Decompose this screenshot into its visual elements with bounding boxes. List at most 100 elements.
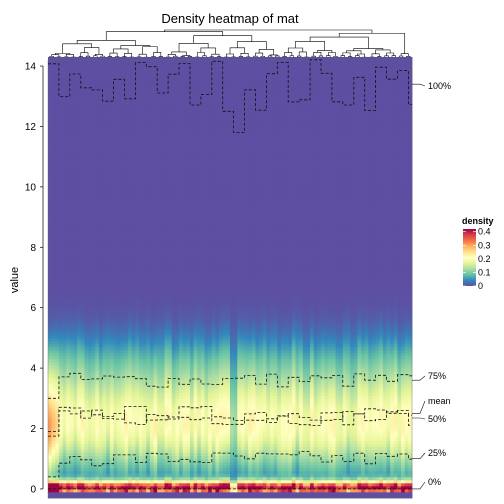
heatmap-cell: [106, 307, 111, 312]
heatmap-cell: [128, 362, 133, 366]
heatmap-cell: [120, 250, 125, 254]
heatmap-cell: [62, 434, 67, 438]
heatmap-cell: [77, 292, 82, 297]
heatmap-cell: [66, 135, 71, 139]
heatmap-cell: [120, 383, 125, 387]
heatmap-cell: [157, 259, 162, 263]
heatmap-cell: [164, 431, 169, 435]
dendrogram-branch: [65, 53, 74, 58]
heatmap-cell: [113, 217, 118, 221]
heatmap-cell: [62, 90, 67, 94]
heatmap-cell: [102, 280, 107, 284]
heatmap-cell: [95, 322, 100, 327]
heatmap-cell: [117, 443, 122, 448]
heatmap-cell: [128, 259, 133, 263]
heatmap-cell: [124, 81, 129, 85]
heatmap-cell: [95, 325, 100, 330]
heatmap-cell: [51, 485, 56, 490]
heatmap-cell: [113, 334, 118, 339]
heatmap-cell: [51, 96, 56, 100]
heatmap-cell: [120, 386, 125, 390]
heatmap-cell: [106, 295, 111, 300]
heatmap-cell: [84, 165, 89, 170]
heatmap-cell: [58, 259, 63, 263]
heatmap-cell: [98, 419, 103, 423]
heatmap-cell: [84, 425, 89, 429]
heatmap-cell: [66, 404, 71, 408]
heatmap-cell: [149, 386, 154, 390]
heatmap-cell: [84, 476, 89, 481]
heatmap-cell: [164, 235, 169, 239]
heatmap-cell: [98, 198, 103, 203]
heatmap-cell: [153, 349, 158, 354]
heatmap-cell: [66, 214, 71, 218]
heatmap-cell: [98, 153, 103, 158]
heatmap-cell: [146, 250, 151, 254]
heatmap-cell: [58, 214, 63, 218]
heatmap-cell: [48, 177, 53, 182]
heatmap-cell: [66, 374, 71, 378]
heatmap-cell: [153, 129, 158, 133]
heatmap-cell: [95, 425, 100, 429]
heatmap-cell: [55, 446, 60, 451]
heatmap-cell: [66, 201, 71, 206]
heatmap-cell: [73, 310, 78, 315]
heatmap-cell: [51, 120, 56, 124]
heatmap-cell: [51, 177, 56, 182]
heatmap-cell: [51, 72, 56, 76]
heatmap-cell: [58, 298, 63, 303]
heatmap-cell: [157, 120, 162, 124]
heatmap-cell: [124, 410, 129, 414]
heatmap-cell: [58, 316, 63, 321]
heatmap-cell: [142, 464, 147, 469]
heatmap-cell: [139, 491, 144, 496]
heatmap-cell: [157, 186, 162, 191]
heatmap-cell: [120, 211, 125, 215]
heatmap-cell: [91, 123, 96, 127]
heatmap-cell: [51, 195, 56, 200]
heatmap-cell: [84, 198, 89, 203]
heatmap-cell: [88, 198, 93, 203]
heatmap-cell: [66, 87, 71, 91]
heatmap-cell: [58, 171, 63, 176]
heatmap-cell: [102, 204, 107, 209]
heatmap-cell: [91, 313, 96, 318]
heatmap-cell: [51, 217, 56, 221]
heatmap-cell: [157, 211, 162, 215]
heatmap-cell: [80, 214, 85, 218]
heatmap-cell: [142, 371, 147, 375]
heatmap-cell: [160, 253, 165, 257]
heatmap-cell: [153, 114, 158, 118]
heatmap-cell: [84, 452, 89, 457]
heatmap-cell: [109, 192, 114, 197]
dendrogram-branch: [80, 52, 89, 57]
heatmap-cell: [95, 404, 100, 408]
heatmap-cell: [120, 359, 125, 363]
heatmap-cell: [135, 334, 140, 339]
heatmap-cell: [157, 319, 162, 324]
heatmap-cell: [98, 446, 103, 451]
heatmap-cell: [84, 195, 89, 200]
heatmap-cell: [157, 174, 162, 179]
heatmap-cell: [146, 419, 151, 423]
heatmap-cell: [88, 413, 93, 417]
heatmap-cell: [149, 241, 154, 245]
heatmap-cell: [131, 331, 136, 336]
heatmap-cell: [77, 413, 82, 417]
heatmap-cell: [146, 377, 151, 381]
heatmap-cell: [80, 274, 85, 278]
heatmap-cell: [109, 211, 114, 215]
heatmap-cell: [77, 126, 82, 130]
heatmap-cell: [128, 392, 133, 396]
heatmap-cell: [106, 198, 111, 203]
heatmap-cell: [58, 304, 63, 309]
heatmap-cell: [55, 365, 60, 369]
heatmap-cell: [66, 340, 71, 345]
heatmap-cell: [51, 132, 56, 136]
heatmap-cell: [157, 204, 162, 209]
heatmap-cell: [88, 214, 93, 218]
heatmap-cell: [124, 322, 129, 327]
heatmap-cell: [98, 398, 103, 402]
heatmap-cell: [157, 419, 162, 423]
heatmap-cell: [131, 81, 136, 85]
